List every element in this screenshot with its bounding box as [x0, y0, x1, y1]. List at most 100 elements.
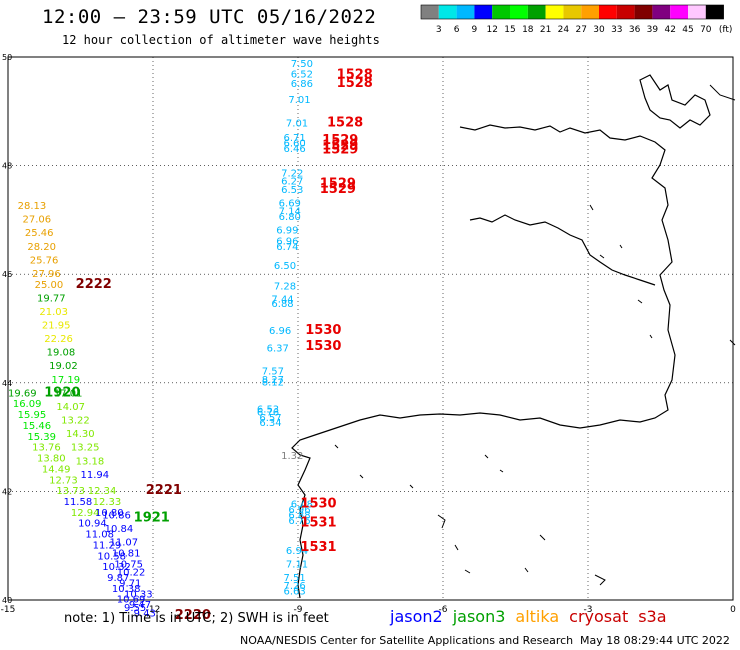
swh-label: 10.81 [112, 549, 141, 560]
time-label: 1531 [300, 516, 336, 531]
swh-label: 7.11 [286, 559, 308, 570]
swh-label: 13.18 [76, 456, 105, 467]
swh-label: 13.80 [37, 454, 66, 465]
swh-label: 11.58 [64, 497, 93, 508]
legend-jason3: jason3 [452, 607, 506, 626]
colorbar-tick-label: 45 [682, 25, 693, 35]
swh-label: 15.39 [27, 432, 56, 443]
chart-title: 12:00 — 23:59 UTC 05/16/2022 [42, 6, 377, 28]
colorbar-tick-label: 3 [436, 25, 442, 35]
colorbar-swatch [527, 5, 546, 19]
swh-label: 13.76 [32, 443, 61, 454]
time-label: 1530 [305, 323, 341, 338]
colorbar-tick-label: 70 [700, 25, 712, 35]
france-coastline [291, 124, 676, 599]
swh-label: 10.75 [114, 559, 143, 570]
swh-label: 10.84 [105, 524, 134, 535]
swh-label: 7.01 [288, 95, 310, 106]
swh-label: 6.69 [279, 198, 301, 209]
x-tick-label: 0 [730, 605, 736, 615]
colorbar-swatch [581, 5, 599, 19]
swh-label: 6.27 [281, 177, 303, 188]
swh-label: 14.49 [42, 464, 71, 475]
swh-label: 6.50 [274, 261, 296, 272]
swh-label: 12.94 [71, 508, 100, 519]
x-tick-label: -9 [294, 605, 303, 615]
swh-label: 15.95 [18, 410, 47, 421]
brittany-peninsula [469, 214, 656, 286]
x-tick-label: -6 [439, 605, 448, 615]
swh-label: 1.32 [281, 451, 303, 462]
swh-label: 6.71 [284, 133, 306, 144]
swh-label: 6.53 [257, 405, 279, 416]
colorbar-swatch [492, 5, 510, 19]
colorbar-tick-label: 30 [593, 25, 605, 35]
time-label: 2221 [146, 483, 182, 498]
time-label: 1531 [300, 540, 336, 555]
islands [334, 204, 653, 586]
x-tick-label: -3 [584, 605, 593, 615]
time-label: 2220 [175, 608, 211, 623]
colorbar-tick-label: 15 [504, 25, 515, 35]
colorbar-swatch [421, 5, 439, 19]
time-label: 1528 [337, 76, 373, 91]
x-tick-label: -12 [146, 605, 161, 615]
swh-label: 13.22 [61, 416, 90, 427]
swh-label: 10.80 [95, 508, 124, 519]
colorbar-swatch [705, 5, 724, 19]
colorbar-swatch [670, 5, 688, 19]
swh-label: 27.06 [23, 215, 52, 226]
colorbar-tick-label: 9 [472, 25, 478, 35]
colorbar-unit-label: (ft) [719, 25, 733, 35]
colorbar-tick-label: 42 [664, 25, 675, 35]
credit-text: NOAA/NESDIS Center for Satellite Applica… [240, 634, 574, 647]
swh-label: 8.27 [262, 375, 284, 386]
swh-label: 14.07 [56, 402, 85, 413]
swh-label: 27.96 [32, 269, 61, 280]
time-label: 1529 [322, 138, 358, 153]
swh-label: 28.13 [18, 201, 47, 212]
time-label: 1528 [327, 116, 363, 131]
credit-timestamp: May 18 08:29:44 UTC 2022 [580, 634, 730, 647]
swh-label: 6.96 [269, 326, 291, 337]
legend-jason2: jason2 [390, 607, 443, 626]
swh-label: 21.95 [42, 321, 71, 332]
swh-label: 14.30 [66, 429, 95, 440]
swh-label: 6.60 [284, 139, 306, 150]
swh-label: 12.33 [93, 497, 122, 508]
swh-label: 11.94 [81, 470, 110, 481]
time-label: 1530 [305, 339, 341, 354]
colorbar-tick-label: 33 [611, 25, 622, 35]
colorbar: 3 6 9 12 15 18 21 24 27 30 33 36 39 42 45 70 (ft) [420, 4, 733, 35]
swh-label: 6.74 [276, 242, 298, 253]
swh-label: 15.46 [23, 421, 52, 432]
swh-label: 21.03 [39, 307, 68, 318]
swh-label: 12.34 [88, 486, 117, 497]
swh-label: 22.26 [44, 334, 73, 345]
swh-label: 7.51 [284, 573, 306, 584]
swh-label: 6.88 [271, 299, 293, 310]
swh-label: 19.69 [8, 388, 37, 399]
swh-labels: 7.506.526.86 7.01 7.01 6.716.606.46 7.226.27… [8, 59, 373, 623]
swh-label: 10.33 [124, 589, 153, 600]
legend-cryosat: cryosat [569, 607, 629, 626]
swh-label: 10.86 [102, 511, 131, 522]
swh-label: 6.76 [288, 516, 310, 527]
y-tick-label: 44 [2, 379, 12, 388]
swh-label: 6.96 [276, 236, 298, 247]
swh-label: 6.46 [284, 144, 306, 155]
swh-label: 10.38 [112, 584, 141, 595]
colorbar-swatch [616, 5, 635, 19]
swh-label: 10.69 [117, 595, 146, 606]
swh-label: 10.22 [117, 568, 146, 579]
swh-label: 13.25 [71, 443, 100, 454]
swh-label: 25.00 [35, 280, 64, 291]
swh-label: 19.77 [37, 293, 66, 304]
time-label: 1530 [300, 497, 336, 512]
y-tick-label: 40 [2, 596, 12, 605]
swh-label: 16.09 [13, 399, 42, 410]
swh-label: 6.96 [288, 505, 310, 516]
colorbar-tick-label: 12 [486, 25, 497, 35]
swh-label: 7.22 [281, 168, 303, 179]
